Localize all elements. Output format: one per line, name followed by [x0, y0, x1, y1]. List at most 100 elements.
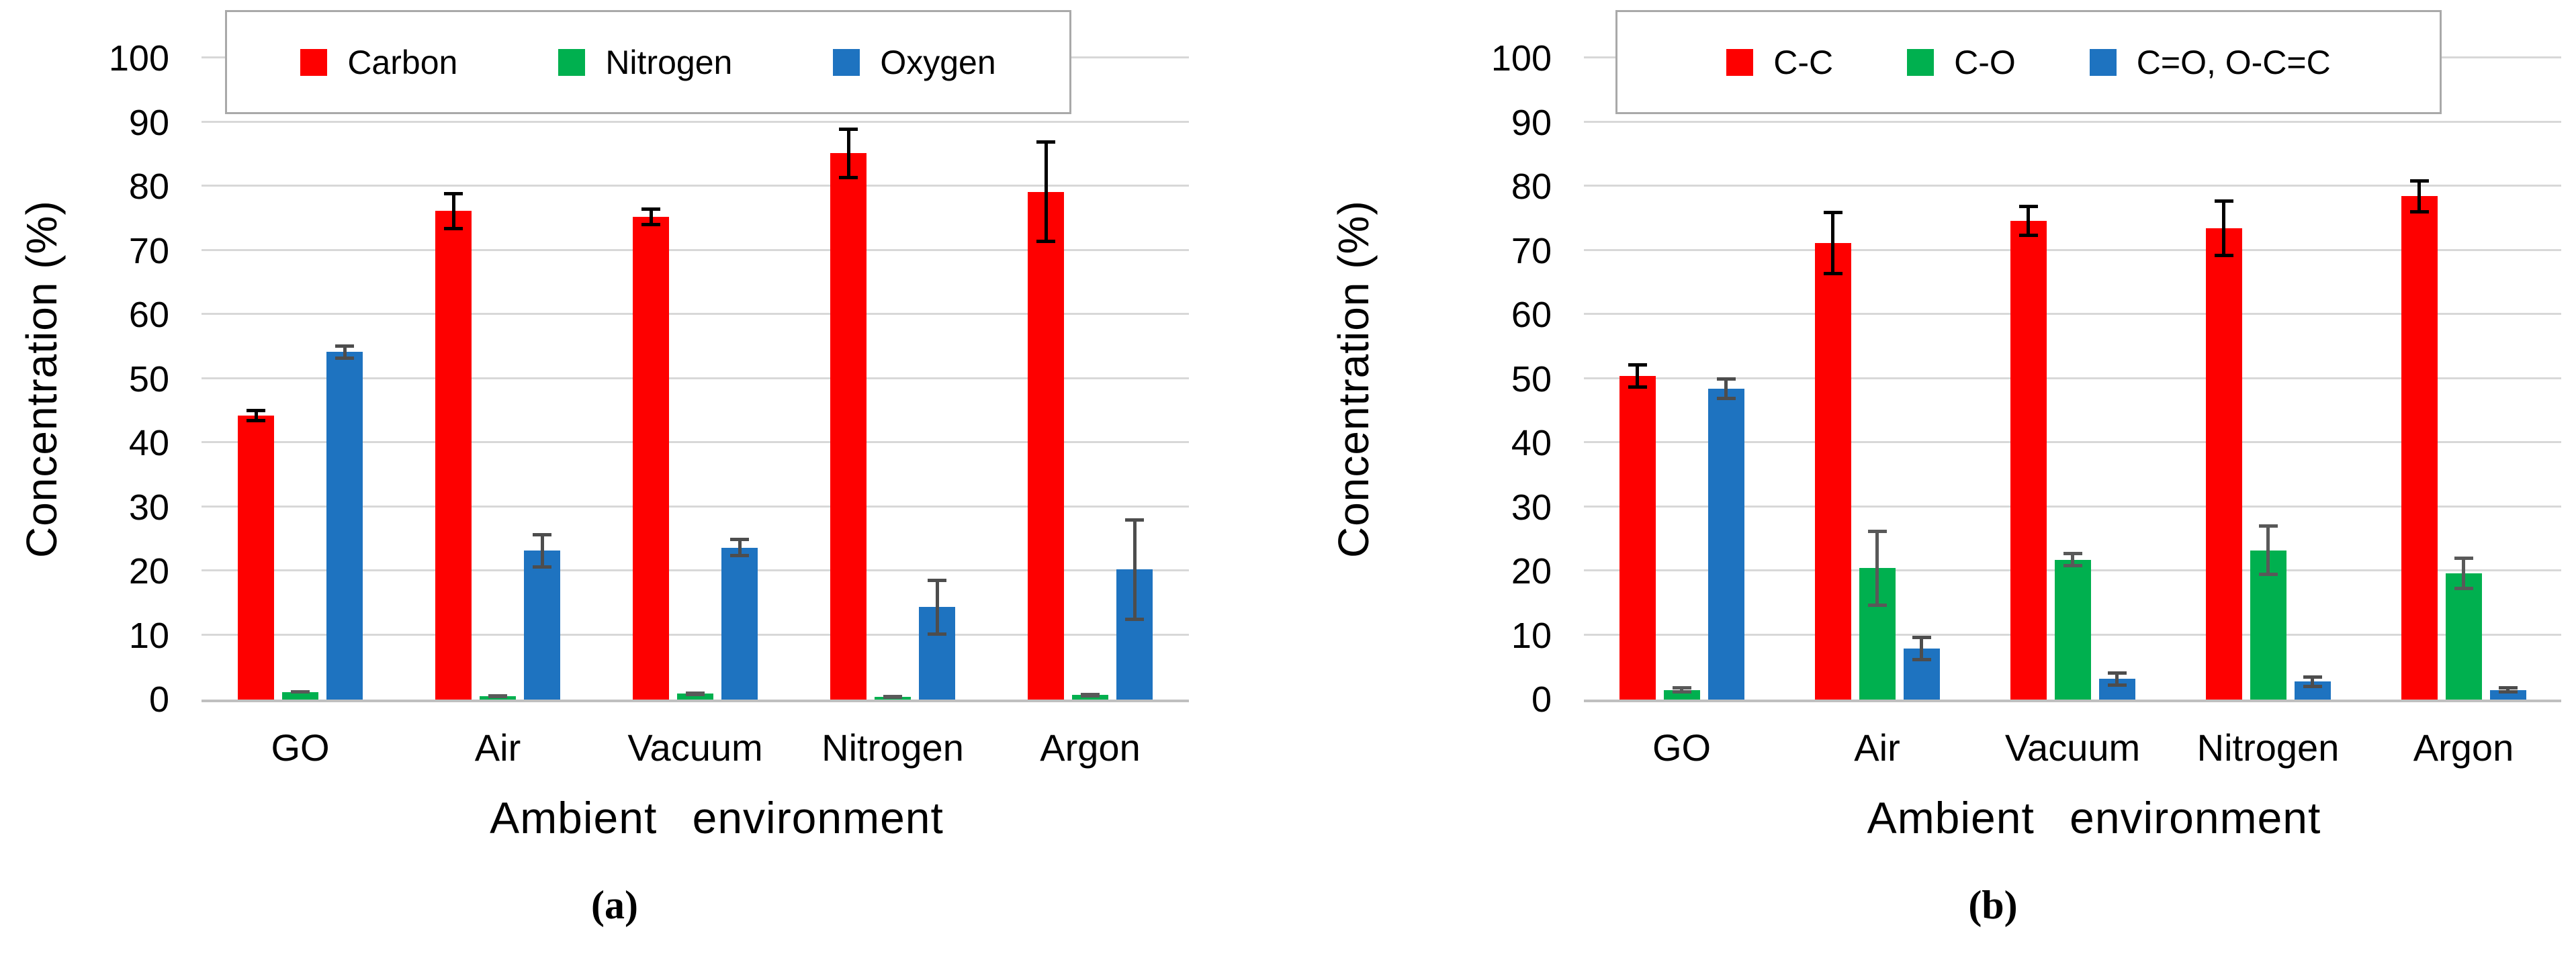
error-bar-cap — [247, 418, 265, 422]
error-bar-line — [451, 191, 455, 230]
y-tick-label: 60 — [1511, 295, 1552, 335]
error-bar-cap — [2018, 204, 2038, 208]
cc-series-swatch — [1726, 48, 1754, 76]
error-bar-line — [254, 409, 258, 422]
error-bar — [641, 207, 660, 227]
error-bar-cap — [1672, 690, 1691, 694]
bar-C-C-GO — [1619, 375, 1656, 700]
error-bar-cap — [2018, 233, 2038, 237]
x-category-label: Air — [474, 726, 521, 769]
error-bar-line — [1920, 635, 1923, 661]
x-category-label: Air — [1854, 726, 1900, 769]
y-tick-label: 10 — [1511, 615, 1552, 656]
error-bar-cap — [1867, 529, 1887, 533]
y-tick-label: 20 — [128, 551, 169, 591]
error-bar — [1672, 685, 1691, 694]
error-bar-cap — [2303, 675, 2322, 679]
bar-Carbon-Vacuum — [633, 216, 669, 700]
error-bar-cap — [2454, 586, 2473, 590]
error-bar-cap — [335, 344, 354, 348]
y-tick-label: 90 — [128, 102, 169, 143]
gridline — [202, 185, 1189, 187]
error-bar-cap — [1672, 685, 1691, 689]
error-bar-line — [738, 538, 742, 557]
error-bar-cap — [533, 565, 551, 569]
error-bar-cap — [928, 632, 946, 636]
y-tick-label: 70 — [128, 230, 169, 271]
y-tick-label: 100 — [1491, 38, 1552, 79]
gridline — [1584, 248, 2561, 251]
error-bar-cap — [1823, 271, 1842, 275]
legend-label: C-O — [1954, 43, 2016, 81]
error-bar — [2107, 671, 2127, 687]
error-bar — [1125, 518, 1144, 621]
y-tick-label: 80 — [1511, 166, 1552, 207]
error-bar — [1716, 377, 1736, 401]
error-bar-line — [343, 344, 347, 360]
gridline — [202, 377, 1189, 379]
bar-C=O, O-C=C-GO — [1707, 388, 1744, 700]
error-bar — [1036, 140, 1055, 244]
error-bar-cap — [291, 690, 310, 694]
error-bar-cap — [247, 409, 265, 413]
error-bar-cap — [2063, 552, 2082, 556]
x-category-label: Argon — [1040, 726, 1141, 769]
y-tick-label: 0 — [148, 679, 169, 720]
y-tick-label: 50 — [128, 359, 169, 399]
y-tick-label: 70 — [1511, 230, 1552, 271]
y-tick-label: 80 — [128, 166, 169, 207]
error-bar — [1823, 211, 1842, 275]
x-category-label: GO — [271, 726, 330, 769]
error-bar-line — [2071, 552, 2074, 568]
bar-C-C-Air — [1814, 243, 1851, 700]
y-tick-label: 20 — [1511, 551, 1552, 591]
error-bar-cap — [2214, 254, 2233, 258]
error-bar-line — [1132, 518, 1137, 621]
error-bar-cap — [2454, 557, 2473, 561]
error-bar — [686, 691, 705, 697]
legend-item: Carbon — [300, 46, 457, 79]
error-bar — [335, 344, 354, 360]
error-bar-cap — [686, 691, 705, 695]
error-bar-line — [1831, 211, 1834, 275]
nitrogen-series-swatch — [558, 48, 586, 76]
error-bar-line — [1044, 140, 1048, 244]
error-bar-line — [2222, 199, 2225, 258]
oxygen-series-swatch — [833, 48, 860, 76]
y-axis-title: Concentration (%) — [1329, 200, 1378, 558]
legend-label: Oxygen — [880, 43, 996, 81]
error-bar — [291, 689, 310, 694]
panel-caption: (a) — [591, 883, 638, 927]
gridline — [1584, 441, 2561, 443]
error-bar-cap — [730, 538, 749, 542]
error-bar-line — [846, 128, 850, 179]
error-bar-cap — [1036, 140, 1055, 144]
panel-b: Concentration (%) 0 10 20 30 40 50 60 70 80 90 100… — [1288, 0, 2576, 954]
error-bar-cap — [641, 207, 660, 211]
error-bar-cap — [2107, 671, 2127, 675]
y-tick-label: 30 — [128, 487, 169, 528]
error-bar-cap — [641, 223, 660, 227]
error-bar — [444, 191, 463, 230]
error-bar-cap — [2063, 564, 2082, 568]
co-series-swatch — [1907, 48, 1935, 76]
bar-C-O-Argon — [2445, 573, 2482, 700]
legend-label: Nitrogen — [605, 43, 733, 81]
legend-item: Oxygen — [833, 43, 996, 81]
legend-label: C=O, O-C=C — [2136, 43, 2331, 81]
error-bar — [2498, 685, 2518, 694]
x-category-label: Argon — [2413, 726, 2514, 769]
y-tick-label: 40 — [1511, 423, 1552, 463]
error-bar-line — [1636, 363, 1639, 389]
error-bar — [2454, 557, 2473, 590]
error-bar-cap — [2498, 690, 2518, 694]
error-bar — [2409, 179, 2429, 214]
y-axis-title: Concentration (%) — [17, 200, 66, 558]
x-category-label: Vacuum — [627, 726, 763, 769]
error-bar-line — [2311, 675, 2314, 688]
error-bar — [2214, 199, 2233, 258]
error-bar-cap — [1628, 385, 1647, 389]
gridline — [1584, 505, 2561, 508]
error-bar — [839, 128, 858, 179]
